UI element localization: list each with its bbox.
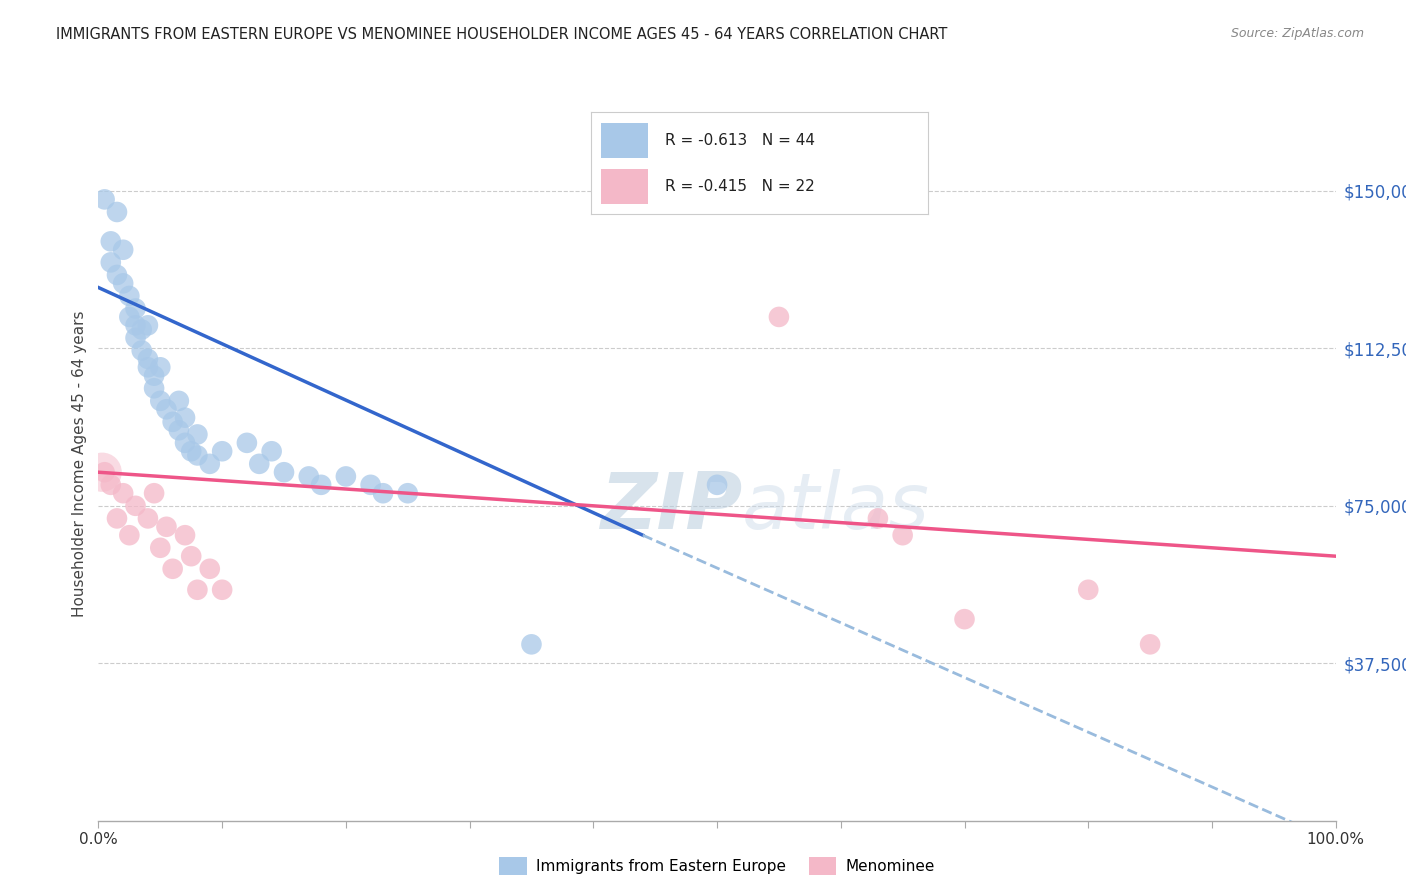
Point xyxy=(118,289,141,303)
Text: IMMIGRANTS FROM EASTERN EUROPE VS MENOMINEE HOUSEHOLDER INCOME AGES 45 - 64 YEAR: IMMIGRANTS FROM EASTERN EUROPE VS MENOMI… xyxy=(56,27,948,42)
Text: atlas: atlas xyxy=(742,468,929,545)
Point xyxy=(105,511,128,525)
Point xyxy=(360,478,382,492)
Point xyxy=(186,449,208,463)
Point xyxy=(162,562,184,576)
Text: R = -0.613   N = 44: R = -0.613 N = 44 xyxy=(665,133,814,148)
Point xyxy=(167,393,190,408)
Point xyxy=(186,582,208,597)
Point xyxy=(174,528,197,542)
Point xyxy=(124,499,146,513)
Point xyxy=(891,528,914,542)
Point xyxy=(198,457,221,471)
Point xyxy=(1139,637,1161,651)
Point xyxy=(149,541,172,555)
Point xyxy=(136,318,159,333)
Point xyxy=(298,469,321,483)
Point xyxy=(260,444,283,458)
Legend: Immigrants from Eastern Europe, Menominee: Immigrants from Eastern Europe, Menomine… xyxy=(494,851,941,880)
Point xyxy=(118,528,141,542)
Point xyxy=(180,549,202,564)
Point xyxy=(155,520,177,534)
Point xyxy=(100,255,122,269)
Point xyxy=(180,444,202,458)
FancyBboxPatch shape xyxy=(600,123,648,158)
Point xyxy=(186,427,208,442)
Point xyxy=(124,331,146,345)
Point xyxy=(131,322,153,336)
Point xyxy=(174,435,197,450)
Point xyxy=(953,612,976,626)
Point xyxy=(706,478,728,492)
Point xyxy=(143,486,166,500)
FancyBboxPatch shape xyxy=(600,169,648,204)
Point xyxy=(309,478,332,492)
Text: Source: ZipAtlas.com: Source: ZipAtlas.com xyxy=(1230,27,1364,40)
Point xyxy=(866,511,889,525)
Point xyxy=(105,205,128,219)
Point xyxy=(211,582,233,597)
Point xyxy=(211,444,233,458)
Point xyxy=(136,360,159,375)
Point xyxy=(335,469,357,483)
Point xyxy=(93,465,115,479)
Point xyxy=(124,301,146,316)
Point xyxy=(149,393,172,408)
Point xyxy=(167,423,190,437)
Y-axis label: Householder Income Ages 45 - 64 years: Householder Income Ages 45 - 64 years xyxy=(72,310,87,617)
Point xyxy=(131,343,153,358)
Point xyxy=(143,368,166,383)
Point xyxy=(93,193,115,207)
Point xyxy=(105,268,128,282)
Point xyxy=(112,486,135,500)
Point xyxy=(155,402,177,417)
Point xyxy=(162,415,184,429)
Point xyxy=(149,360,172,375)
Text: R = -0.415   N = 22: R = -0.415 N = 22 xyxy=(665,179,814,194)
Point xyxy=(91,465,114,479)
Point xyxy=(247,457,270,471)
Point xyxy=(174,410,197,425)
Point xyxy=(396,486,419,500)
Point xyxy=(520,637,543,651)
Point xyxy=(100,235,122,249)
Point xyxy=(273,465,295,479)
Point xyxy=(112,277,135,291)
Point xyxy=(136,511,159,525)
Text: ZIP: ZIP xyxy=(599,468,742,545)
Point xyxy=(112,243,135,257)
Point xyxy=(124,318,146,333)
Point xyxy=(768,310,790,324)
Point xyxy=(143,381,166,395)
Point xyxy=(236,435,259,450)
Point xyxy=(100,478,122,492)
Point xyxy=(1077,582,1099,597)
Point xyxy=(198,562,221,576)
Point xyxy=(371,486,394,500)
Point xyxy=(136,351,159,366)
Point xyxy=(118,310,141,324)
